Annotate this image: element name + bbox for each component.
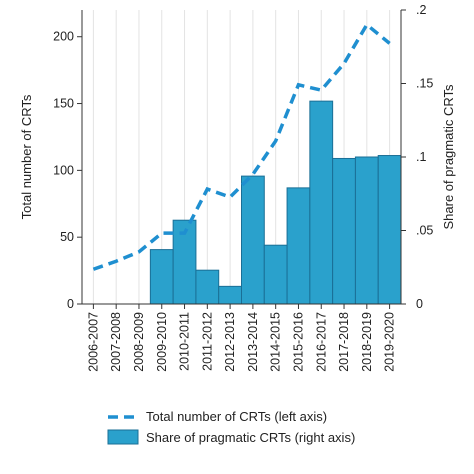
right-tick-label: .1 xyxy=(416,150,426,164)
x-tick-label: 2013-2014 xyxy=(246,312,260,372)
legend-label-share: Share of pragmatic CRTs (right axis) xyxy=(146,430,355,445)
left-tick-label: 200 xyxy=(53,30,74,44)
x-tick-label: 2010-2011 xyxy=(178,312,192,371)
right-tick-label: .05 xyxy=(416,224,433,238)
left-tick-label: 150 xyxy=(53,97,74,111)
bar-2011-2012 xyxy=(195,269,220,305)
left-tick-label: 50 xyxy=(60,230,74,244)
x-tick-label: 2019-2020 xyxy=(383,312,397,372)
x-tick-label: 2008-2009 xyxy=(132,312,146,372)
bar-2014-2015 xyxy=(263,244,288,305)
bar-2015-2016 xyxy=(286,187,311,305)
bar-2013-2014 xyxy=(241,175,265,305)
x-tick-label: 2014-2015 xyxy=(269,312,283,372)
x-tick-label: 2009-2010 xyxy=(155,312,169,372)
line-series xyxy=(92,22,391,271)
legend-bar-swatch xyxy=(107,429,139,445)
bar-2018-2019 xyxy=(354,156,379,305)
right-tick-label: 0 xyxy=(416,297,423,311)
right-axis-title: Share of pragmatic CRTs xyxy=(441,84,456,229)
x-tick-label: 2016-2017 xyxy=(314,312,328,372)
x-tick-label: 2011-2012 xyxy=(200,312,214,371)
legend-label-total: Total number of CRTs (left axis) xyxy=(146,409,327,424)
x-tick-label: 2007-2008 xyxy=(109,312,123,372)
right-tick-label: .15 xyxy=(416,77,433,91)
x-tick-label: 2015-2016 xyxy=(291,312,305,372)
bar-2012-2013 xyxy=(218,285,242,305)
left-tick-label: 100 xyxy=(53,163,74,177)
x-tick-label: 2018-2019 xyxy=(360,312,374,372)
left-tick-label: 0 xyxy=(67,297,74,311)
x-tick-label: 2012-2013 xyxy=(223,312,237,372)
right-tick-label: .2 xyxy=(416,3,426,17)
legend: Total number of CRTs (left axis) Share of… xyxy=(107,409,355,445)
axes: 0 50 100 150 200 0 .05 .1 .15 .2 2006-2007 2007-200… xyxy=(19,3,456,372)
line-total-crts xyxy=(92,22,391,271)
bar-2016-2017 xyxy=(309,100,334,305)
bar-2009-2010 xyxy=(149,249,174,305)
bar-2019-2020 xyxy=(377,155,402,305)
x-tick-label: 2017-2018 xyxy=(337,312,351,372)
x-tick-label: 2006-2007 xyxy=(86,312,100,372)
bar-2017-2018 xyxy=(332,157,356,305)
left-axis-title: Total number of CRTs xyxy=(19,94,34,219)
